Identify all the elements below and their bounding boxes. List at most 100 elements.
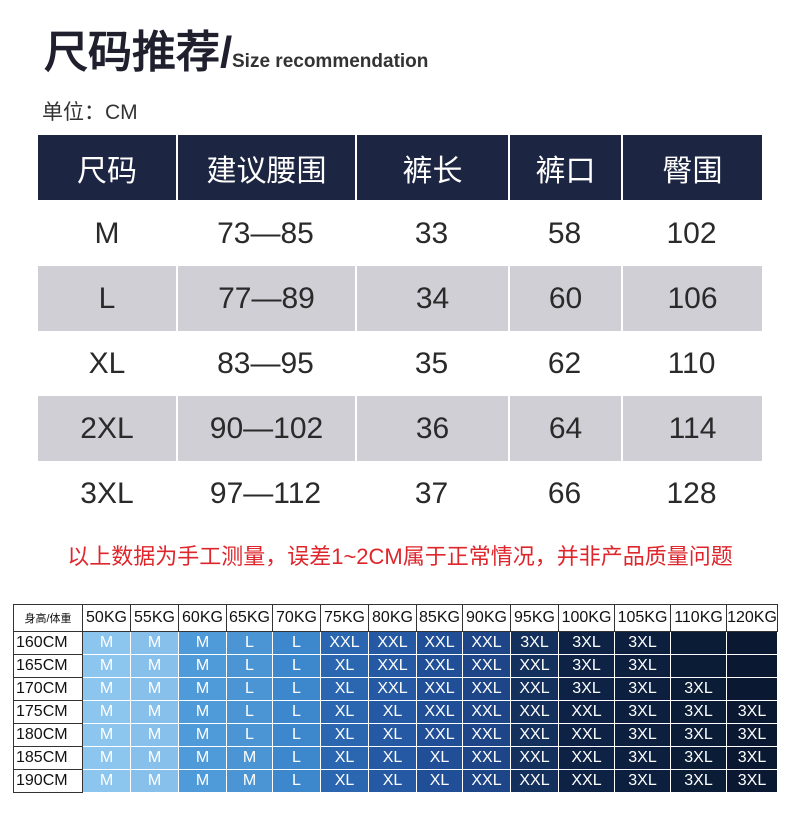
- fit-table-row: 165CM M M M L L XL XXL XXL XXL XXL 3XL 3XL: [13, 654, 778, 678]
- recommended-size-cell: M: [82, 746, 131, 770]
- recommended-size-cell: XL: [320, 769, 369, 793]
- recommended-size-cell: XXL: [462, 677, 511, 701]
- recommended-size-cell: M: [130, 700, 179, 724]
- fit-table-body: 160CM M M M L L XXL XXL XXL XXL 3XL 3XL 3XL 165CM M M M L…: [13, 631, 778, 793]
- recommended-size-cell: XL: [320, 654, 369, 678]
- recommended-size-cell: 3XL: [670, 677, 727, 701]
- size-name-cell: XL: [88, 346, 126, 380]
- weight-header-cell: 75KG: [320, 604, 369, 632]
- fit-table-header-row: 身高/体重 50KG 55KG 60KG 65KG 70KG 75KG 80KG 85KG 90K…: [13, 604, 778, 632]
- recommended-size-cell: 3XL: [614, 700, 671, 724]
- size-measure-cell: 64: [508, 396, 621, 461]
- recommended-size-cell: [670, 654, 727, 678]
- recommended-size-cell: 3XL: [670, 700, 727, 724]
- fit-table-row: 190CM M M M M L XL XL XL XXL XXL XXL 3XL 3XL 3XL: [13, 769, 778, 793]
- weight-header-cell: 70KG: [272, 604, 321, 632]
- size-name-cell: 3XL: [80, 476, 134, 510]
- recommended-size-cell: XXL: [558, 723, 615, 747]
- recommended-size-cell: L: [226, 700, 273, 724]
- fit-table-header: 身高/体重 50KG 55KG 60KG 65KG 70KG 75KG 80KG 85KG 90K…: [13, 604, 778, 632]
- recommended-size-cell: 3XL: [614, 677, 671, 701]
- recommended-size-cell: XXL: [416, 677, 463, 701]
- size-name-cell: M: [94, 216, 120, 250]
- size-measure-cell: 102: [666, 216, 717, 250]
- size-table: 尺码 建议腰围 裤长 裤口 臀围 M 73—85 33 58 102 L 77—89 34 60 106 XL…: [38, 135, 762, 526]
- height-label-cell: 160CM: [13, 631, 83, 655]
- size-measure-cell: 110: [667, 346, 716, 380]
- recommended-size-cell: M: [82, 723, 131, 747]
- fit-table-row: 160CM M M M L L XXL XXL XXL XXL 3XL 3XL 3XL: [13, 631, 778, 655]
- unit-label: 单位：CM: [42, 101, 138, 124]
- recommended-size-cell: XXL: [416, 700, 463, 724]
- fit-table-row: 170CM M M M L L XL XXL XXL XXL XXL 3XL 3XL 3XL: [13, 677, 778, 701]
- recommended-size-cell: M: [130, 723, 179, 747]
- recommended-size-cell: 3XL: [614, 654, 671, 678]
- height-weight-corner-label: 身高/体重: [13, 604, 83, 632]
- recommended-size-cell: L: [272, 746, 321, 770]
- recommended-size-cell: L: [226, 654, 273, 678]
- recommended-size-cell: XXL: [416, 631, 463, 655]
- weight-header-cell: 90KG: [462, 604, 511, 632]
- recommended-size-cell: XXL: [510, 677, 559, 701]
- recommended-size-cell: 3XL: [726, 769, 778, 793]
- size-table-header-cell: 裤长: [355, 135, 508, 200]
- fit-table-row: 185CM M M M M L XL XL XL XXL XXL XXL 3XL 3XL 3XL: [13, 746, 778, 770]
- size-measure-cell: 97—112: [209, 476, 322, 510]
- recommended-size-cell: L: [226, 723, 273, 747]
- size-measure-cell: 114: [621, 396, 762, 461]
- recommended-size-cell: M: [82, 769, 131, 793]
- recommended-size-cell: M: [178, 677, 227, 701]
- recommended-size-cell: 3XL: [726, 700, 778, 724]
- recommended-size-cell: 3XL: [670, 769, 727, 793]
- recommended-size-cell: 3XL: [614, 723, 671, 747]
- recommended-size-cell: M: [178, 631, 227, 655]
- recommended-size-cell: M: [130, 631, 179, 655]
- recommended-size-cell: M: [130, 746, 179, 770]
- weight-header-cell: 55KG: [130, 604, 179, 632]
- recommended-size-cell: XXL: [510, 654, 559, 678]
- weight-header-cell: 60KG: [178, 604, 227, 632]
- recommended-size-cell: XXL: [558, 746, 615, 770]
- size-measure-cell: 33: [414, 216, 449, 250]
- recommended-size-cell: M: [178, 700, 227, 724]
- recommended-size-cell: L: [226, 677, 273, 701]
- recommended-size-cell: XL: [368, 746, 417, 770]
- fit-table-row: 175CM M M M L L XL XL XXL XXL XXL XXL 3XL 3XL 3XL: [13, 700, 778, 724]
- recommended-size-cell: XXL: [368, 654, 417, 678]
- recommended-size-cell: 3XL: [558, 631, 615, 655]
- recommended-size-cell: 3XL: [558, 677, 615, 701]
- recommended-size-cell: M: [226, 769, 273, 793]
- height-label-cell: 165CM: [13, 654, 83, 678]
- weight-header-cell: 85KG: [416, 604, 463, 632]
- size-measure-cell: 34: [355, 266, 508, 331]
- height-label-cell: 175CM: [13, 700, 83, 724]
- recommended-size-cell: XXL: [368, 677, 417, 701]
- size-table-row: XL 83—95 35 62 110: [38, 331, 762, 396]
- recommended-size-cell: XXL: [510, 700, 559, 724]
- recommended-size-cell: [726, 631, 778, 655]
- recommended-size-cell: M: [82, 631, 131, 655]
- size-table-row: 2XL 90—102 36 64 114: [38, 396, 762, 461]
- recommended-size-cell: M: [178, 769, 227, 793]
- size-name-cell: 2XL: [80, 411, 134, 445]
- recommended-size-cell: M: [178, 654, 227, 678]
- recommended-size-cell: XL: [320, 700, 369, 724]
- recommended-size-cell: XXL: [462, 700, 511, 724]
- recommended-size-cell: XXL: [510, 723, 559, 747]
- recommended-size-cell: XXL: [462, 769, 511, 793]
- recommended-size-cell: 3XL: [726, 723, 778, 747]
- size-measure-cell: 73—85: [217, 216, 314, 250]
- size-table-header-cell: 裤口: [508, 135, 621, 200]
- size-measure-cell: 66: [547, 476, 582, 510]
- recommended-size-cell: 3XL: [558, 654, 615, 678]
- weight-header-cell: 105KG: [614, 604, 671, 632]
- recommended-size-cell: L: [226, 631, 273, 655]
- size-measure-cell: 83—95: [217, 346, 314, 380]
- size-measure-cell: 128: [666, 476, 717, 510]
- recommended-size-cell: 3XL: [614, 769, 671, 793]
- recommended-size-cell: XXL: [510, 746, 559, 770]
- recommended-size-cell: [726, 677, 778, 701]
- recommended-size-cell: XXL: [558, 769, 615, 793]
- recommended-size-cell: XXL: [462, 654, 511, 678]
- recommended-size-cell: M: [130, 654, 179, 678]
